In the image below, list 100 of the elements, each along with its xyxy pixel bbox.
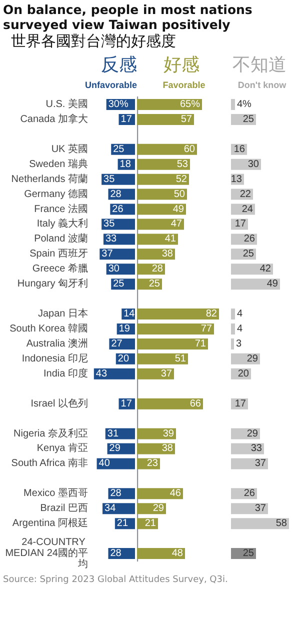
data-label: 42 — [260, 264, 272, 275]
data-label: 25 — [113, 278, 125, 290]
data-label: 20 — [238, 368, 250, 380]
bar — [231, 518, 289, 530]
data-label: 37 — [254, 503, 266, 514]
bar — [137, 114, 194, 125]
data-label: 17 — [234, 398, 246, 410]
bar — [137, 158, 190, 170]
data-label: 21 — [144, 518, 156, 530]
y-tick-label: Hungary 匈牙利 — [17, 278, 88, 290]
data-label: 53 — [176, 158, 188, 170]
bar — [137, 218, 184, 230]
y-tick-label: Netherlands 荷蘭 — [11, 172, 88, 185]
bar — [137, 353, 188, 364]
bar — [137, 368, 174, 380]
data-label: 35 — [104, 174, 116, 185]
data-label: 33 — [105, 234, 118, 245]
bar — [137, 488, 183, 500]
data-label: 28 — [110, 188, 122, 200]
data-label: 29 — [152, 503, 164, 514]
bar — [137, 324, 214, 334]
data-label: 43 — [96, 368, 108, 380]
data-label: 3 — [236, 338, 242, 350]
y-tick-label: Spain 西班牙 — [30, 248, 88, 260]
data-label: 34 — [104, 503, 116, 514]
data-label: 18 — [120, 158, 132, 170]
data-label: 31 — [107, 428, 119, 440]
y-tick-label: Indonesia 印尼 — [22, 352, 88, 364]
data-label: 26 — [244, 488, 256, 500]
y-tick-label: Germany 德國 — [24, 188, 88, 200]
y-tick-label: Kenya 肯亞 — [36, 442, 88, 454]
chart-subtitle: 世界各國對台灣的好感度 — [11, 32, 177, 51]
bar — [137, 144, 197, 155]
data-label: 13 — [230, 174, 242, 185]
y-tick-label: 24-COUNTRY MEDIAN 24國的平均 — [5, 537, 88, 570]
data-label: 49 — [172, 204, 184, 215]
data-label: 60 — [184, 144, 196, 155]
y-tick-label: India 印度 — [44, 367, 88, 380]
data-label: 37 — [160, 368, 172, 380]
y-tick-label: U.S. 美國 — [46, 98, 88, 110]
data-label: 23 — [146, 458, 158, 470]
data-label: 25 — [242, 548, 254, 560]
y-tick-label: Mexico 墨西哥 — [24, 488, 88, 500]
data-label: 35 — [104, 218, 116, 230]
bar — [137, 308, 219, 320]
y-tick-label: Australia 澳洲 — [26, 337, 88, 350]
data-label: 40 — [98, 458, 110, 470]
bar — [231, 308, 235, 320]
data-label: 58 — [276, 518, 288, 530]
data-label: 38 — [162, 443, 174, 454]
data-label: 77 — [200, 324, 212, 334]
data-label: 4% — [237, 98, 252, 110]
data-label: 26 — [112, 204, 124, 215]
data-label: 29 — [246, 428, 258, 440]
bar — [231, 264, 273, 275]
series-label: Favorable — [162, 80, 206, 90]
data-label: 37 — [254, 458, 266, 470]
y-tick-label: Poland 波蘭 — [34, 232, 88, 245]
y-tick-label: France 法國 — [34, 202, 88, 215]
bar — [231, 324, 235, 334]
data-label: 4 — [237, 308, 243, 320]
bar — [137, 398, 203, 410]
data-label: 21 — [116, 518, 128, 530]
bar — [137, 548, 185, 560]
data-label: 22 — [240, 188, 252, 200]
legend-title: 好感 — [164, 54, 200, 76]
data-label: 47 — [170, 218, 182, 230]
data-label: 4 — [237, 324, 243, 334]
y-tick-label: South Korea 韓國 — [10, 322, 88, 334]
data-label: 29 — [246, 353, 258, 364]
data-label: 49 — [266, 278, 278, 290]
data-label: 17 — [120, 398, 132, 410]
series-label: Unfavorable — [84, 80, 137, 90]
y-tick-label: Japan 日本 — [38, 308, 88, 320]
data-label: 17 — [120, 114, 132, 125]
data-label: 27 — [111, 338, 123, 350]
data-label: 30 — [108, 264, 120, 275]
data-label: 39 — [162, 428, 174, 440]
data-label: 29 — [109, 443, 121, 454]
data-label: 66 — [190, 398, 202, 410]
data-label: 28 — [110, 488, 122, 500]
series-label: Don't know — [238, 80, 288, 90]
data-label: 51 — [174, 353, 186, 364]
data-label: 41 — [164, 234, 176, 245]
bar — [231, 338, 234, 350]
data-label: 57 — [180, 114, 192, 125]
legend-title: 不知道 — [232, 54, 286, 76]
data-label: 30% — [108, 98, 128, 110]
data-label: 52 — [176, 174, 188, 185]
y-tick-label: Italy 義大利 — [36, 218, 88, 230]
data-label: 48 — [172, 548, 184, 560]
data-label: 26 — [244, 234, 256, 245]
data-label: 17 — [234, 218, 246, 230]
data-label: 25 — [113, 144, 125, 155]
bar — [231, 278, 280, 290]
data-label: 30 — [248, 158, 260, 170]
data-label: 25 — [148, 278, 160, 290]
chart-title: On balance, people in most nations surveyed view Taiwan positively — [3, 2, 254, 32]
data-label: 38 — [162, 248, 174, 260]
y-tick-label: South Africa 南非 — [11, 457, 88, 470]
